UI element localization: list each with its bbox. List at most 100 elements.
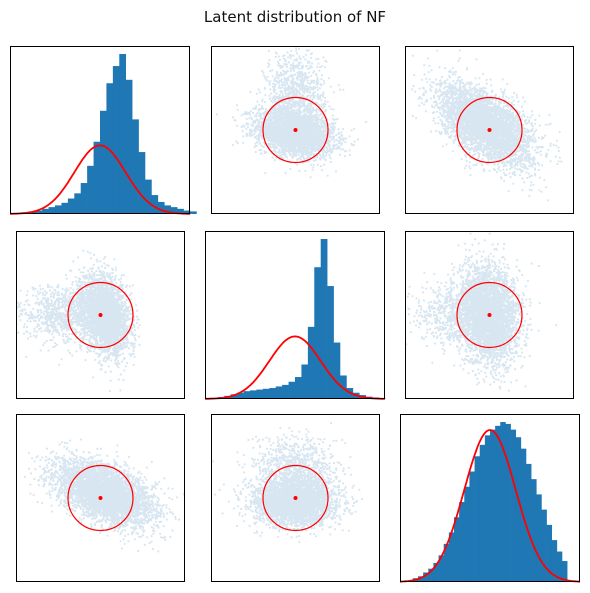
scatter-points xyxy=(411,49,563,202)
panel-frame xyxy=(211,46,380,214)
scatter-points xyxy=(405,232,558,392)
hist-bar xyxy=(500,422,506,582)
hist-bar xyxy=(100,110,107,214)
gaussian-curve xyxy=(10,144,190,215)
scatter-panel-2-0 xyxy=(16,414,185,582)
hist-bar xyxy=(551,540,558,582)
hist-bar xyxy=(157,201,165,214)
hist-bar xyxy=(448,532,455,582)
hist-bar xyxy=(48,207,56,214)
scatter-cloud xyxy=(211,422,364,544)
hist-bar xyxy=(469,471,475,582)
hist-bar xyxy=(112,66,120,215)
reference-center-point xyxy=(293,496,298,500)
hist-bar xyxy=(138,152,146,214)
panel-frame xyxy=(205,231,385,399)
hist-bar xyxy=(459,502,465,582)
reference-center-point xyxy=(98,313,103,317)
hist-bar xyxy=(151,195,159,214)
scatter-points xyxy=(16,249,141,392)
reference-circle xyxy=(67,464,134,532)
histogram-panel-2-2 xyxy=(399,414,581,583)
panel-frame xyxy=(16,231,185,399)
hist-bar xyxy=(484,435,491,582)
hist-bar xyxy=(307,326,315,399)
hist-bar xyxy=(256,389,264,399)
hist-bar xyxy=(474,456,481,582)
hist-bar xyxy=(74,193,82,214)
hist-bar xyxy=(333,342,341,399)
reference-center-point xyxy=(487,128,492,132)
reference-circle xyxy=(456,281,523,349)
scatter-panel-0-2 xyxy=(405,46,574,214)
hist-bar xyxy=(443,543,450,582)
panel-frame xyxy=(16,414,185,582)
hist-bar xyxy=(562,561,568,582)
scatter-cloud xyxy=(215,47,368,179)
hist-bar xyxy=(190,211,197,214)
panel-frame xyxy=(405,46,574,214)
hist-bar xyxy=(164,205,172,214)
hist-bar xyxy=(93,141,101,214)
hist-bar xyxy=(510,429,517,582)
reference-circle xyxy=(456,96,523,164)
hist-bar xyxy=(320,239,328,399)
hist-bar xyxy=(250,390,257,399)
gaussian-curve xyxy=(399,429,581,583)
hist-bar xyxy=(301,364,309,399)
hist-bar xyxy=(125,79,133,214)
hist-bar xyxy=(183,210,191,214)
hist-bar xyxy=(237,392,244,399)
hist-bar xyxy=(515,437,522,582)
hist-bar xyxy=(119,54,127,214)
hist-bar xyxy=(464,486,470,582)
hist-bar xyxy=(418,576,424,582)
hist-bar xyxy=(433,562,439,582)
hist-bar xyxy=(423,572,429,582)
hist-bar xyxy=(438,555,445,582)
histogram-panel-1-1 xyxy=(204,231,386,400)
reference-circle xyxy=(67,281,134,349)
hist-bar xyxy=(526,463,532,582)
hist-bar xyxy=(67,198,75,214)
scatter-panel-2-1 xyxy=(211,414,380,582)
hist-bar xyxy=(454,517,460,582)
hist-bar xyxy=(132,119,139,214)
hist-bar xyxy=(230,394,238,399)
reference-circle xyxy=(262,464,329,532)
hist-bar xyxy=(288,381,296,399)
scatter-cloud xyxy=(23,438,185,553)
hist-bar xyxy=(541,509,547,582)
hist-bar xyxy=(269,388,277,399)
panel-frame xyxy=(400,414,580,582)
hist-bar xyxy=(35,210,43,214)
hist-bar xyxy=(479,444,486,582)
scatter-panel-1-2 xyxy=(405,231,574,399)
scatter-panel-0-1 xyxy=(211,46,380,214)
hist-bar xyxy=(61,202,69,214)
figure-title: Latent distribution of NF xyxy=(203,8,387,26)
hist-bar xyxy=(106,83,114,214)
hist-bar xyxy=(262,388,270,399)
hist-bar xyxy=(275,386,283,399)
hist-bar xyxy=(495,425,501,582)
scatter-points xyxy=(211,422,364,544)
hist-bar xyxy=(177,208,184,214)
hist-bar xyxy=(145,179,152,214)
reference-center-point xyxy=(487,313,492,317)
hist-bar xyxy=(80,183,88,214)
hist-bar xyxy=(42,208,49,214)
reference-center-point xyxy=(98,496,103,500)
scatter-panel-1-0 xyxy=(16,231,185,399)
hist-bar xyxy=(556,551,563,582)
hist-bar xyxy=(314,267,322,399)
scatter-points xyxy=(215,47,368,179)
panel-frame xyxy=(211,414,380,582)
hist-bar xyxy=(546,524,553,582)
hist-bar xyxy=(295,377,302,399)
scatter-cloud xyxy=(405,232,558,392)
gaussian-curve xyxy=(204,335,386,400)
hist-bar xyxy=(243,391,251,399)
scatter-cloud xyxy=(411,49,563,202)
